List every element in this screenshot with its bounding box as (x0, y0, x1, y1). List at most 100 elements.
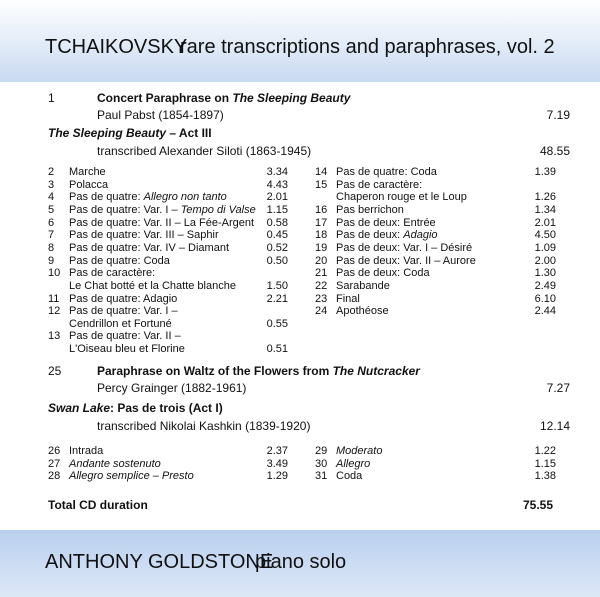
track-duration: 1.30 (534, 267, 556, 280)
track-duration: 2.00 (534, 254, 556, 267)
text-run: Chaperon rouge et le Loup (336, 191, 467, 204)
track-number: 25 (48, 364, 62, 378)
text-run: Pas de quatre: Var. I – (69, 203, 181, 216)
track-number: 4 (48, 191, 55, 204)
text-run: Pas de deux: Var. II – Aurore (336, 254, 476, 267)
text-run: Apothéose (336, 305, 389, 318)
text-run: Allegro semplice – Presto (69, 470, 194, 483)
track-title: Pas de quatre: Var. III – Saphir (69, 228, 219, 242)
track-number: 8 (48, 241, 55, 254)
text-run: Allegro (336, 457, 371, 470)
text-run: Pas de quatre: Adagio (69, 292, 178, 305)
track-duration: 4.50 (534, 229, 556, 242)
text-run: Pas de quatre: Var. IV – Diamant (69, 241, 229, 254)
track-number: 31 (315, 470, 328, 483)
text-run: : Pas de trois (Act I) (110, 401, 223, 415)
track-number: 27 (48, 457, 61, 470)
track-title: Final (336, 292, 360, 306)
track-title: L'Oiseau bleu et Florine (69, 342, 185, 356)
track-title: Pas de quatre: Var. IV – Diamant (69, 241, 229, 255)
text-run: Pas de caractère: (336, 178, 423, 191)
text-run: The Sleeping Beauty (232, 91, 351, 105)
text-run: Pas de deux: Coda (336, 267, 430, 280)
track-number: 13 (48, 330, 61, 343)
section-title: Concert Paraphrase on The Sleeping Beaut… (97, 91, 350, 105)
text-run: Moderato (336, 445, 383, 457)
track-duration: 6.10 (534, 292, 556, 305)
track-title: Pas de quatre: Coda (336, 165, 437, 179)
track-duration: 1.50 (266, 279, 288, 292)
text-run: Pas de deux: Entrée (336, 216, 436, 229)
total-label: Total CD duration (48, 498, 148, 512)
track-duration: 3.34 (266, 166, 288, 178)
text-run: Pas de quatre: Var. I – (69, 305, 178, 318)
track-title: Pas de deux: Adagio (336, 228, 438, 242)
track-title: Pas de quatre: Adagio (69, 292, 177, 306)
text-run: Intrada (69, 445, 104, 457)
text-run: Adagio (403, 229, 438, 242)
track-duration: 0.55 (266, 317, 288, 330)
track-duration: 1.34 (534, 203, 556, 216)
track-duration: 0.45 (266, 229, 288, 242)
track-duration: 2.01 (534, 216, 556, 229)
track-title: Pas de quatre: Allegro non tanto (69, 190, 227, 204)
track-number: 14 (315, 166, 328, 178)
track-title: Pas de quatre: Var. II – La Fée-Argent (69, 216, 254, 230)
text-run: – Act III (166, 126, 212, 140)
track-title: Pas de quatre: Var. I – Tempo di Valse (69, 203, 256, 217)
track-duration: 1.39 (534, 166, 556, 178)
track-title: Sarabande (336, 279, 390, 293)
text-run: Andante sostenuto (69, 457, 161, 470)
track-title: Pas de caractère: (336, 178, 422, 192)
track-duration: 2.21 (266, 292, 288, 305)
text-run: Marche (69, 166, 106, 178)
header-band (0, 0, 600, 82)
track-number: 9 (48, 254, 55, 267)
text-run: Pas de deux: Var. I – Désiré (336, 241, 473, 254)
track-duration: 0.52 (266, 241, 288, 254)
section-duration: 7.27 (546, 381, 570, 395)
section-title: Paraphrase on Waltz of the Flowers from … (97, 364, 420, 378)
track-duration: 0.50 (266, 254, 288, 267)
track-duration: 0.51 (266, 343, 288, 356)
track-title: Pas de deux: Entrée (336, 216, 436, 230)
text-run: Pas de quatre: Coda (69, 254, 170, 267)
album-title: rare transcriptions and paraphrases, vol… (180, 36, 555, 58)
track-duration: 4.43 (266, 178, 288, 191)
track-title: Pas de quatre: Coda (69, 254, 170, 268)
track-duration: 2.01 (266, 191, 288, 204)
track-number: 15 (315, 178, 328, 191)
section-subtitle: transcribed Nikolai Kashkin (1839-1920) (97, 419, 311, 433)
track-number: 1 (48, 91, 55, 105)
track-title: Le Chat botté et la Chatte blanche (69, 279, 236, 293)
track-number: 5 (48, 203, 55, 216)
role: piano solo (255, 551, 347, 573)
track-number: 17 (315, 216, 328, 229)
text-run: The Sleeping Beauty (48, 126, 167, 140)
track-duration: 1.38 (534, 470, 556, 483)
track-title: Andante sostenuto (69, 457, 161, 471)
track-number: 23 (315, 292, 328, 305)
text-run: Allegro non tanto (143, 191, 227, 204)
section-subtitle: Percy Grainger (1882-1961) (97, 381, 247, 395)
text-run: Sarabande (336, 279, 390, 292)
text-run: Cendrillon et Fortuné (69, 317, 172, 330)
track-title: Pas de deux: Coda (336, 266, 430, 280)
track-title: Pas de caractère: (69, 266, 155, 280)
footer-band (0, 530, 600, 597)
track-title: Pas de deux: Var. I – Désiré (336, 241, 472, 255)
track-duration: 1.15 (266, 203, 288, 216)
text-run: L'Oiseau bleu et Florine (69, 343, 185, 356)
performer: ANTHONY GOLDSTONE (45, 551, 274, 573)
track-duration: 1.09 (534, 241, 556, 254)
section-title: Swan Lake: Pas de trois (Act I) (48, 401, 223, 415)
text-run: Pas de deux: (336, 229, 404, 242)
track-number: 7 (48, 229, 55, 242)
track-title: Moderato (336, 444, 382, 458)
text-run: Swan Lake (48, 401, 111, 415)
track-number: 12 (48, 305, 61, 318)
track-number: 22 (315, 279, 328, 292)
text-run: Coda (336, 470, 363, 483)
text-run: Pas de quatre: Var. II – (69, 330, 181, 343)
